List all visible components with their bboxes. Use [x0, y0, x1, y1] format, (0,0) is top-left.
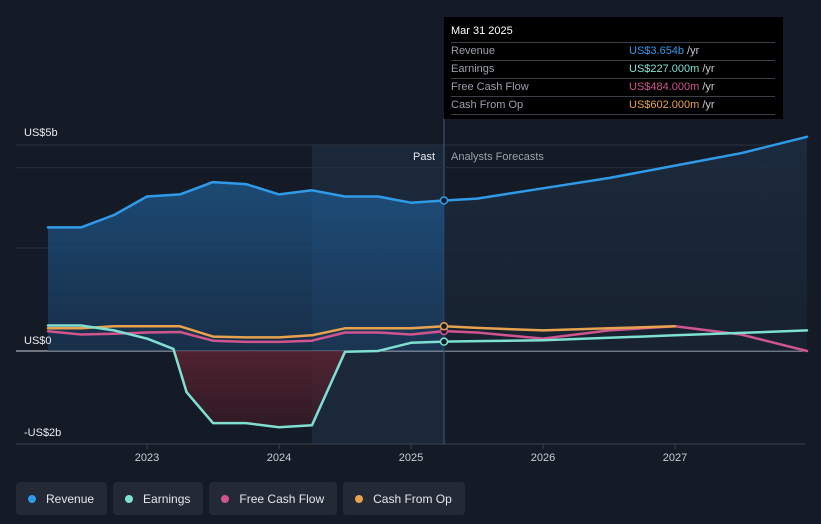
series-line-earnings — [46, 324, 809, 429]
x-tick-label: 2023 — [135, 452, 159, 464]
legend-item-earnings[interactable]: Earnings — [113, 482, 204, 515]
revenue-dot-icon — [28, 494, 36, 503]
x-tick-label: 2024 — [267, 452, 291, 464]
legend-label: Cash From Op — [373, 491, 452, 506]
tooltip-value: US$602.000m — [629, 99, 700, 111]
x-tick-label: 2026 — [531, 452, 555, 464]
tooltip-row-free-cash-flow: Free Cash Flow US$484.000m /yr — [451, 78, 775, 96]
cash-from-op-dot-icon — [355, 494, 364, 503]
legend-label: Earnings — [143, 491, 191, 506]
marker-earnings — [439, 337, 449, 346]
tooltip-value: US$3.654b — [629, 45, 685, 57]
tooltip-value: US$227.000m — [629, 63, 700, 75]
x-tick-label: 2027 — [663, 452, 687, 464]
tooltip-date: Mar 31 2025 — [451, 25, 513, 37]
legend-label: Free Cash Flow — [239, 491, 325, 506]
tooltip-label: Cash From Op — [451, 99, 524, 111]
marker-cash-from-op — [439, 321, 449, 331]
y-axis-label: US$5b — [24, 127, 58, 139]
legend-item-free-cash-flow[interactable]: Free Cash Flow — [209, 482, 338, 515]
legend-item-cash-from-op[interactable]: Cash From Op — [343, 482, 465, 515]
marker-revenue — [439, 196, 449, 205]
tooltip-label: Free Cash Flow — [451, 81, 529, 93]
series-lines — [46, 135, 809, 429]
axis-text: US$5b US$0 -US$2b 2023 2024 2025 2026 2027 Past A… — [24, 127, 687, 464]
tooltip-unit: /yr — [702, 63, 715, 75]
tooltip-value: US$484.000m — [629, 81, 700, 93]
tooltip-row-earnings: Earnings US$227.000m /yr — [451, 60, 775, 78]
earnings-negative-area — [173, 348, 345, 428]
tooltip: Mar 31 2025 Revenue US$3.654b /yr Earnin… — [444, 17, 783, 119]
legend: Revenue Earnings Free Cash Flow Cash Fro… — [16, 482, 465, 515]
revenue-area-forecast — [444, 136, 807, 351]
legend-label: Revenue — [46, 491, 95, 506]
tooltip-label: Earnings — [451, 63, 495, 75]
x-tick-label: 2025 — [399, 452, 423, 464]
tooltip-row-cash-from-op: Cash From Op US$602.000m /yr — [451, 96, 775, 115]
tooltip-unit: /yr — [702, 99, 715, 111]
revenue-area-past — [48, 182, 444, 351]
forecast-label: Analysts Forecasts — [451, 151, 544, 163]
y-axis-label: US$0 — [24, 335, 52, 347]
free-cash-flow-dot-icon — [221, 494, 230, 503]
y-axis-label: -US$2b — [24, 427, 61, 439]
tooltip-row-revenue: Revenue US$3.654b /yr — [451, 42, 775, 60]
tooltip-unit: /yr — [687, 45, 700, 57]
series-line-free-cash-flow — [46, 325, 809, 353]
series-line-cash-from-op — [46, 324, 677, 339]
tooltip-label: Revenue — [451, 45, 496, 57]
series-line-revenue — [46, 135, 809, 229]
legend-item-revenue[interactable]: Revenue — [16, 482, 108, 515]
tooltip-unit: /yr — [702, 81, 715, 93]
earnings-dot-icon — [125, 494, 134, 503]
past-label: Past — [413, 151, 435, 163]
